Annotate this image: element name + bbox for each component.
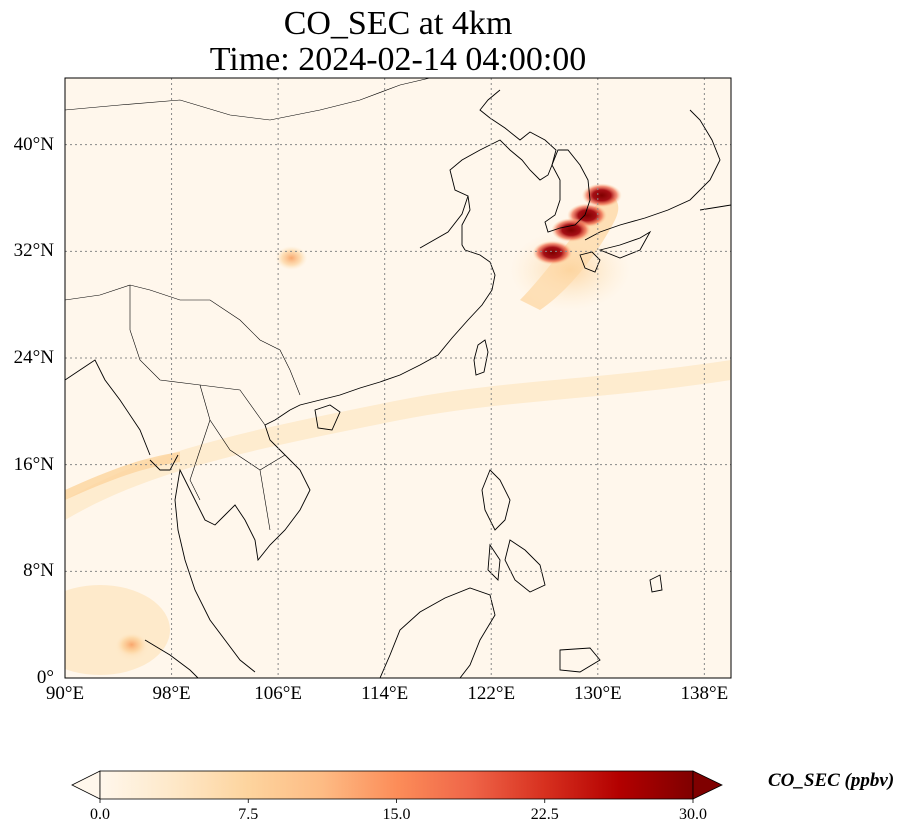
colorbar-extend-min [71, 770, 101, 800]
map-frame [64, 77, 732, 679]
colorbar-tick-label: 7.5 [238, 806, 259, 823]
graticule [65, 78, 731, 678]
x-tick-label: 90°E [45, 683, 85, 704]
y-tick-label: 32°N [13, 240, 54, 262]
x-tick-label: 130°E [573, 683, 622, 704]
coastlines [65, 89, 731, 678]
colorbar-tick-label: 22.5 [530, 806, 559, 823]
map-time-subtitle: Time: 2024-02-14 04:00:00 [209, 41, 587, 78]
concentration-hotspot [532, 240, 573, 265]
y-tick-label: 40°N [13, 133, 54, 155]
colorbar-extend-max [692, 770, 723, 800]
colorbar-tick-label: 15.0 [382, 806, 411, 823]
colorbar-tick-marks [99, 799, 694, 803]
y-tick-label: 16°N [13, 453, 54, 475]
map-title: CO_SEC at 4km [283, 5, 513, 42]
concentration-hotspot [275, 246, 308, 270]
colorbar-label: CO_SEC (ppbv) [768, 770, 895, 791]
colorbar-tick-label: 0.0 [90, 806, 110, 823]
concentration-hotspot [551, 218, 592, 242]
x-tick-label: 98°E [152, 683, 191, 704]
hotspot-layer [115, 183, 622, 657]
x-tick-label: 114°E [361, 683, 409, 704]
colorbar-tick-label: 30.0 [679, 806, 707, 823]
colorbar [99, 770, 694, 800]
concentration-hotspot [115, 632, 148, 657]
y-tick-label: 0° [36, 667, 54, 688]
y-tick-label: 8°N [23, 560, 54, 582]
x-tick-label: 106°E [254, 683, 302, 704]
x-tick-label: 122°E [467, 683, 516, 704]
concentration-hotspot [581, 183, 622, 208]
x-tick-label: 138°E [680, 683, 729, 704]
y-tick-label: 24°N [13, 347, 54, 368]
